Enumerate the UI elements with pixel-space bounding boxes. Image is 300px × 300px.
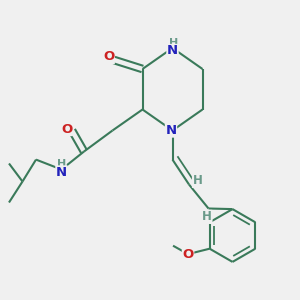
Text: O: O <box>103 50 114 64</box>
Text: H: H <box>57 159 66 169</box>
Text: O: O <box>182 248 194 261</box>
Text: N: N <box>167 44 178 58</box>
Text: H: H <box>169 38 178 49</box>
Text: H: H <box>202 210 212 224</box>
Text: N: N <box>165 124 177 137</box>
Text: N: N <box>56 166 67 179</box>
Text: O: O <box>61 122 72 136</box>
Text: H: H <box>193 174 202 188</box>
